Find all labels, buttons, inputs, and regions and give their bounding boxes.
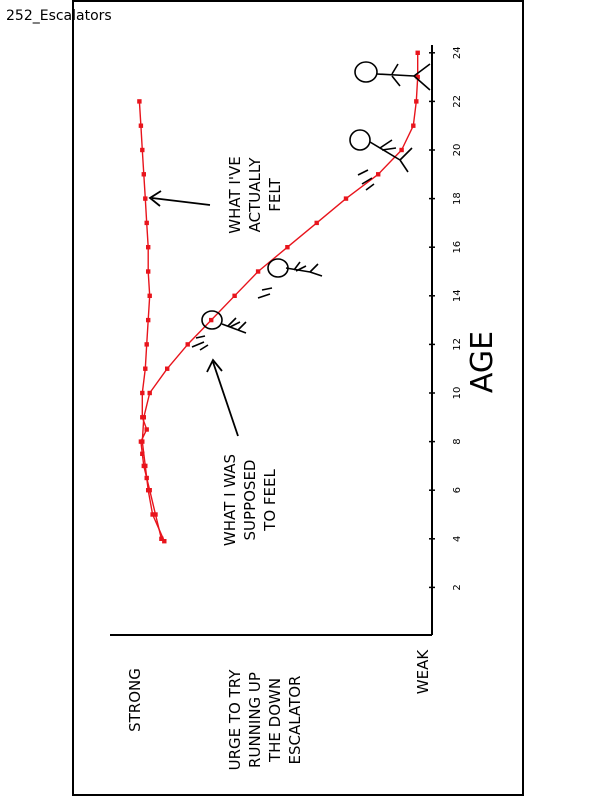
y-axis-label: URGE TO TRY RUNNING UP THE DOWN ESCALATO… [226,669,304,771]
actual-line-3: FELT [266,177,284,211]
data-point [143,463,148,469]
stick-figure-teen [257,258,323,299]
data-point [376,172,381,177]
data-point [185,342,190,347]
data-point [141,415,146,420]
stick-figure-adult [349,129,413,191]
data-point [147,293,152,298]
actual-arrow [151,197,211,206]
y-label-line-1: URGE TO TRY [226,669,244,771]
y-label-line-3: THE DOWN [266,678,284,763]
annotation-arrows [148,190,239,437]
data-point [411,123,416,128]
data-point [150,512,155,517]
comic-frame [72,0,524,796]
x-tick-label: 8 [452,438,463,444]
supposed-arrowhead [206,358,223,373]
data-point [138,123,144,128]
x-tick-label: 2 [452,584,463,590]
data-point [165,366,170,371]
x-tick-label: 20 [452,144,463,157]
data-point [343,196,349,201]
data-point [314,220,319,226]
data-point [232,293,237,298]
x-tick-label: 10 [452,387,463,400]
data-point [137,99,142,104]
comic-title: 252_Escalators [6,8,112,24]
supposed-arrow [212,361,239,437]
data-point [146,488,151,493]
series-line-0 [138,101,163,539]
actual-line-1: WHAT I'VE [226,156,244,233]
data-point [144,220,149,226]
supposed-line-3: TO FEEL [261,469,279,532]
data-point [146,269,151,274]
actual-arrowhead [148,190,162,207]
data-point [144,342,149,347]
data-point [140,147,145,153]
data-point [414,99,419,104]
data-point [140,439,145,444]
data-point [143,366,148,371]
data-point [255,269,261,274]
stick-figure-child [191,310,247,351]
supposed-line-2: SUPPOSED [241,460,259,541]
data-point [209,317,214,323]
data-point [159,536,164,541]
x-tick-label: 24 [452,46,463,59]
stick-figure-standing [354,61,431,91]
x-axis-label: AGE [465,331,500,393]
y-label-line-4: ESCALATOR [286,676,304,765]
data-point [143,196,148,201]
data-point [140,451,145,456]
actual-annotation: WHAT I'VE ACTUALLY FELT [226,156,284,233]
data-point [162,539,167,544]
data-point [141,172,146,177]
x-tick-label: 14 [452,289,463,302]
y-label-line-2: RUNNING UP [246,672,264,768]
x-tick-label: 18 [452,192,463,205]
x-tick-label: 6 [452,487,463,493]
data-point [415,50,420,55]
data-point [146,317,151,323]
series-line-1 [141,52,419,542]
supposed-line-1: WHAT I WAS [221,454,239,546]
data-point [415,74,420,80]
x-tick-label: 16 [452,241,463,254]
x-tick-label: 4 [452,536,463,542]
data-point [146,245,151,250]
data-point [144,427,149,432]
data-point [153,512,158,517]
supposed-annotation: WHAT I WAS SUPPOSED TO FEEL [221,454,279,546]
x-tick-label: 22 [452,95,463,108]
actual-line-2: ACTUALLY [246,157,264,233]
y-top-label: STRONG [126,668,144,732]
data-point [399,147,404,153]
data-point [285,245,290,250]
data-point [147,390,152,396]
data-point [140,390,145,396]
y-bottom-label: WEAK [414,649,432,695]
x-tick-label: 12 [452,338,463,351]
